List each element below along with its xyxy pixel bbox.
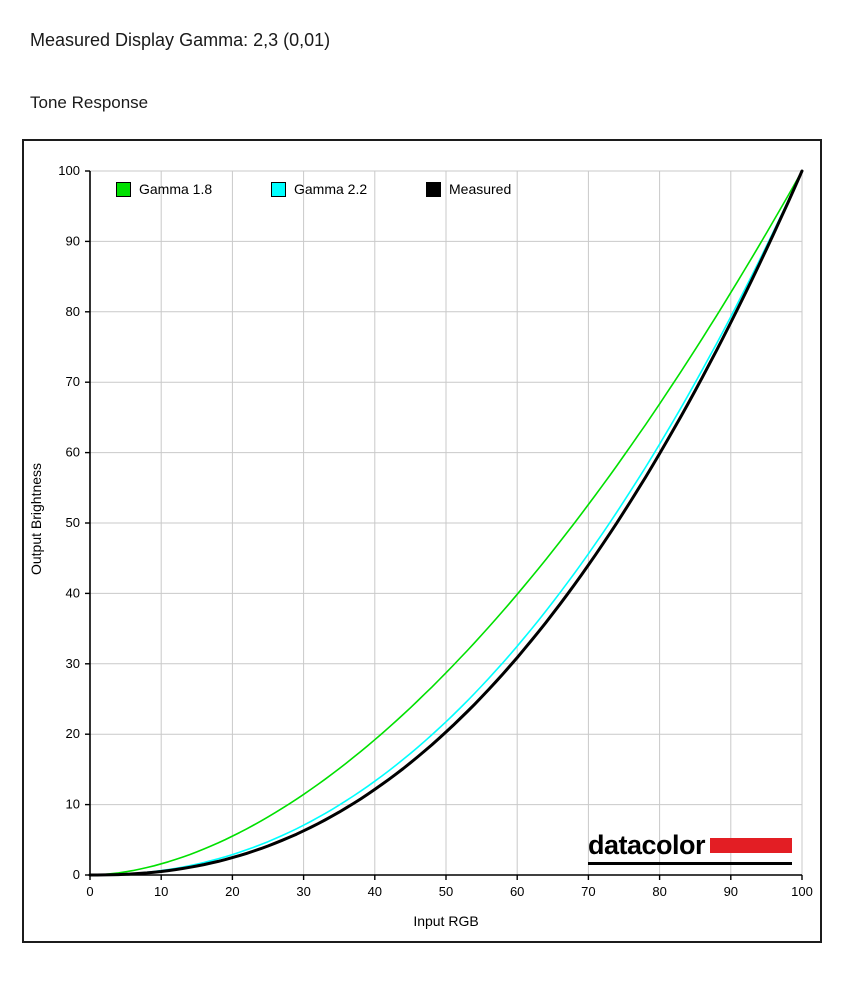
- chart-legend: Gamma 1.8 Gamma 2.2 Measured: [116, 181, 581, 197]
- series-curve-gamma-2-2: [89, 170, 803, 876]
- x-tick-label: 30: [296, 884, 310, 899]
- x-tick-label: 70: [581, 884, 595, 899]
- legend-swatch-measured: [426, 181, 441, 197]
- x-tick-label: 100: [791, 884, 813, 899]
- y-tick-label: 80: [66, 304, 80, 319]
- y-tick-label: 30: [66, 656, 80, 671]
- x-tick-label: 60: [510, 884, 524, 899]
- y-tick-label: 10: [66, 797, 80, 812]
- series-curve-gamma-1-8: [89, 170, 803, 876]
- legend-label: Gamma 1.8: [139, 181, 213, 197]
- y-tick-label: 60: [66, 445, 80, 460]
- datacolor-logo: datacolor: [587, 830, 792, 865]
- legend-item-measured: Measured: [426, 181, 581, 197]
- y-tick-label: 100: [58, 163, 80, 178]
- section-title: Tone Response: [30, 93, 149, 112]
- chart-plot-area: 0 10 20 30 40 50 60 70 80 90 100 0 10 20 30 40 50 60 70 80 9…: [58, 163, 813, 899]
- x-tick-label: 0: [86, 884, 93, 899]
- tone-response-chart: 0 10 20 30 40 50 60 70 80 90 100 0 10 20 30 40 50 60 70 80 9…: [22, 139, 822, 943]
- y-axis-title: Output Brightness: [28, 462, 44, 576]
- x-tick-label: 80: [652, 884, 666, 899]
- legend-swatch-gamma-2-2: [271, 181, 286, 197]
- x-tick-label: 90: [724, 884, 738, 899]
- y-tick-label: 50: [66, 515, 80, 530]
- legend-label: Measured: [449, 181, 512, 197]
- y-tick-label: 0: [73, 867, 80, 882]
- legend-item-gamma-2-2: Gamma 2.2: [271, 181, 426, 197]
- y-tick-label: 40: [66, 585, 80, 600]
- x-tick-label: 10: [154, 884, 168, 899]
- x-tick-label: 40: [368, 884, 382, 899]
- x-axis-title: Input RGB: [413, 913, 479, 929]
- series-curve-measured: [88, 169, 804, 877]
- x-tick-label: 20: [225, 884, 239, 899]
- legend-item-gamma-1-8: Gamma 1.8: [116, 181, 271, 197]
- y-tick-label: 70: [66, 374, 80, 389]
- measured-gamma-text: Measured Display Gamma: 2,3 (0,01): [30, 30, 331, 50]
- legend-swatch-gamma-1-8: [116, 181, 131, 197]
- datacolor-logo-red-bar: [710, 837, 792, 853]
- y-tick-label: 90: [66, 233, 80, 248]
- datacolor-logo-text: datacolor: [587, 830, 706, 860]
- x-tick-label: 50: [439, 884, 453, 899]
- y-tick-label: 20: [66, 726, 80, 741]
- legend-label: Gamma 2.2: [294, 181, 368, 197]
